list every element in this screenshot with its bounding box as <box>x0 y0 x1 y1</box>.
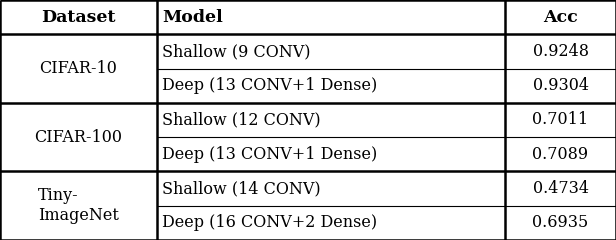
Text: Deep (13 CONV+1 Dense): Deep (13 CONV+1 Dense) <box>162 146 377 163</box>
Text: CIFAR-10: CIFAR-10 <box>39 60 118 77</box>
Text: Model: Model <box>162 9 223 26</box>
Text: CIFAR-100: CIFAR-100 <box>34 129 123 146</box>
Text: Shallow (12 CONV): Shallow (12 CONV) <box>162 112 321 128</box>
Text: Acc: Acc <box>543 9 578 26</box>
Text: 0.7011: 0.7011 <box>532 112 589 128</box>
Text: 0.4734: 0.4734 <box>533 180 588 197</box>
Text: 0.6935: 0.6935 <box>532 214 589 231</box>
Text: 0.9248: 0.9248 <box>533 43 588 60</box>
Text: Shallow (9 CONV): Shallow (9 CONV) <box>162 43 310 60</box>
Text: Dataset: Dataset <box>41 9 116 26</box>
Text: Shallow (14 CONV): Shallow (14 CONV) <box>162 180 321 197</box>
Text: Deep (13 CONV+1 Dense): Deep (13 CONV+1 Dense) <box>162 77 377 94</box>
Text: Tiny-
ImageNet: Tiny- ImageNet <box>38 187 119 224</box>
Text: Deep (16 CONV+2 Dense): Deep (16 CONV+2 Dense) <box>162 214 377 231</box>
Text: 0.7089: 0.7089 <box>532 146 589 163</box>
Text: 0.9304: 0.9304 <box>533 77 588 94</box>
